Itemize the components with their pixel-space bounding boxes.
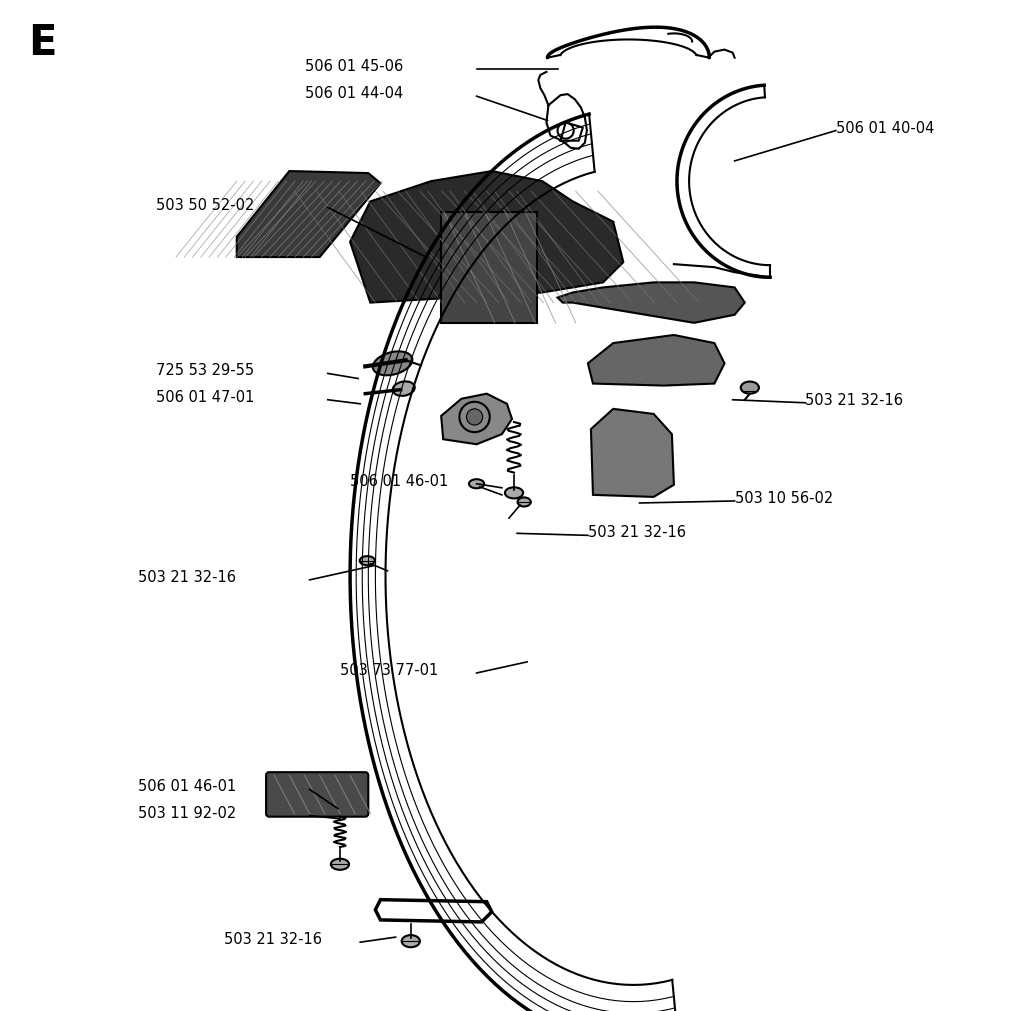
Text: E: E: [29, 22, 56, 65]
Polygon shape: [350, 172, 624, 303]
Text: 503 21 32-16: 503 21 32-16: [806, 392, 903, 407]
Text: 506 01 47-01: 506 01 47-01: [156, 389, 254, 404]
Polygon shape: [237, 172, 381, 258]
Ellipse shape: [505, 488, 523, 499]
Ellipse shape: [517, 498, 530, 508]
Text: 503 73 77-01: 503 73 77-01: [340, 662, 438, 677]
Text: 506 01 45-06: 506 01 45-06: [304, 59, 402, 74]
Text: 503 21 32-16: 503 21 32-16: [588, 525, 686, 540]
Text: 503 21 32-16: 503 21 32-16: [137, 569, 236, 584]
Text: 506 01 40-04: 506 01 40-04: [836, 120, 934, 135]
Text: 503 11 92-02: 503 11 92-02: [137, 805, 236, 820]
FancyBboxPatch shape: [441, 212, 538, 324]
Text: 506 01 44-04: 506 01 44-04: [304, 86, 402, 101]
Text: 725 53 29-55: 725 53 29-55: [156, 363, 254, 378]
Ellipse shape: [392, 382, 415, 396]
Text: 506 01 46-01: 506 01 46-01: [350, 473, 449, 488]
Text: 503 10 56-02: 503 10 56-02: [734, 490, 833, 506]
Ellipse shape: [469, 480, 484, 488]
Ellipse shape: [740, 382, 759, 394]
Circle shape: [467, 409, 482, 426]
Text: 506 01 46-01: 506 01 46-01: [137, 778, 236, 794]
Text: 503 50 52-02: 503 50 52-02: [156, 197, 254, 212]
Ellipse shape: [373, 352, 413, 376]
Text: 503 21 32-16: 503 21 32-16: [223, 931, 322, 946]
Ellipse shape: [359, 556, 375, 566]
Ellipse shape: [401, 935, 420, 947]
Ellipse shape: [331, 859, 349, 869]
Polygon shape: [588, 336, 725, 386]
Polygon shape: [557, 283, 744, 324]
FancyBboxPatch shape: [266, 772, 369, 817]
Polygon shape: [441, 394, 512, 445]
Polygon shape: [591, 409, 674, 497]
